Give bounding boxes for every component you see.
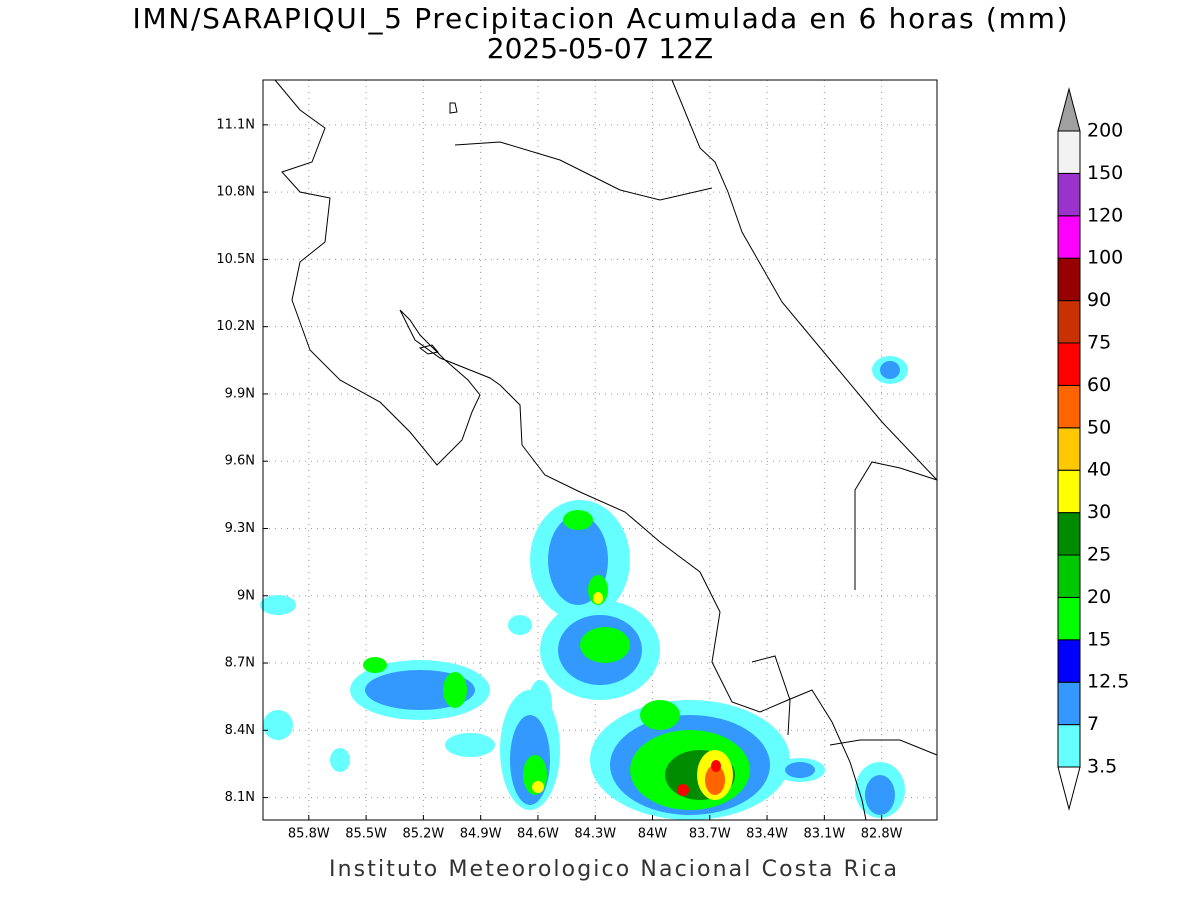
title: IMN/SARAPIQUI_5 Precipitacion Acumulada … xyxy=(133,2,1068,35)
colorbar-box xyxy=(1057,469,1081,514)
colorbar-label: 50 xyxy=(1087,416,1111,438)
y-tick-label: 11.1N xyxy=(216,117,255,132)
x-tick-label: 82.8W xyxy=(861,827,903,842)
colorbar-box xyxy=(1057,130,1081,174)
x-tick-label: 85.8W xyxy=(288,827,330,842)
y-tick-label: 9.9N xyxy=(225,386,255,401)
y-tick-label: 10.2N xyxy=(216,319,255,334)
x-tick-label: 83.1W xyxy=(803,827,845,842)
y-tick-label: 9.6N xyxy=(225,454,255,469)
colorbar-label: 200 xyxy=(1087,120,1123,142)
colorbar-box xyxy=(1057,215,1081,259)
x-tick-label: 84.6W xyxy=(517,827,559,842)
colorbar-box xyxy=(1057,427,1081,471)
colorbar-box xyxy=(1057,681,1081,726)
colorbar-box xyxy=(1057,300,1081,344)
colorbar-box xyxy=(1057,596,1081,641)
x-tick-label: 84.9W xyxy=(460,827,502,842)
x-tick-label: 83.4W xyxy=(746,827,788,842)
colorbar-box xyxy=(1057,257,1081,302)
colorbar-under xyxy=(1057,766,1081,811)
x-tick-label: 85.2W xyxy=(402,827,444,842)
coastlines xyxy=(274,79,938,821)
map-frame xyxy=(262,79,938,821)
colorbar-box xyxy=(1057,342,1081,386)
colorbar-label: 100 xyxy=(1087,247,1123,269)
colorbar-box xyxy=(1057,384,1081,429)
y-tick-label: 10.8N xyxy=(216,185,255,200)
colorbar-label: 90 xyxy=(1087,289,1111,311)
colorbar-label: 15 xyxy=(1087,628,1111,650)
colorbar-box xyxy=(1057,639,1081,683)
colorbar-box xyxy=(1057,724,1081,768)
colorbar-label: 40 xyxy=(1087,459,1111,481)
colorbar-box xyxy=(1057,554,1081,598)
precipitation xyxy=(260,356,908,820)
x-tick-label: 83.7W xyxy=(689,827,731,842)
x-tick-label: 85.5W xyxy=(345,827,387,842)
colorbar-label: 75 xyxy=(1087,332,1111,354)
y-tick-label: 8.1N xyxy=(225,790,255,805)
colorbar-box xyxy=(1057,512,1081,556)
colorbar-label: 12.5 xyxy=(1087,671,1129,693)
y-tick-label: 9N xyxy=(237,588,255,603)
colorbar-label: 20 xyxy=(1087,586,1111,608)
x-tick-label: 84W xyxy=(638,827,668,842)
colorbar-label: 120 xyxy=(1087,204,1123,226)
colorbar-label: 60 xyxy=(1087,374,1111,396)
colorbar-label: 3.5 xyxy=(1087,756,1117,778)
colorbar-box xyxy=(1057,172,1081,217)
y-tick-label: 9.3N xyxy=(225,521,255,536)
footer: Instituto Meteorologico Nacional Costa R… xyxy=(329,857,897,882)
x-tick-label: 84.3W xyxy=(574,827,616,842)
colorbar-over xyxy=(1057,87,1081,132)
colorbar: 3.5 7 12.5 15 20 25 30 40 50 60 75 90 100 120 150 200 xyxy=(1057,87,1129,811)
y-tick-label: 8.4N xyxy=(225,723,255,738)
y-tick-label: 8.7N xyxy=(225,656,255,671)
colorbar-label: 7 xyxy=(1087,713,1099,735)
colorbar-label: 30 xyxy=(1087,501,1111,523)
grid xyxy=(263,80,937,820)
colorbar-label: 150 xyxy=(1087,162,1123,184)
colorbar-label: 25 xyxy=(1087,544,1111,566)
subtitle: 2025-05-07 12Z xyxy=(487,32,713,65)
y-tick-label: 10.5N xyxy=(216,252,255,267)
